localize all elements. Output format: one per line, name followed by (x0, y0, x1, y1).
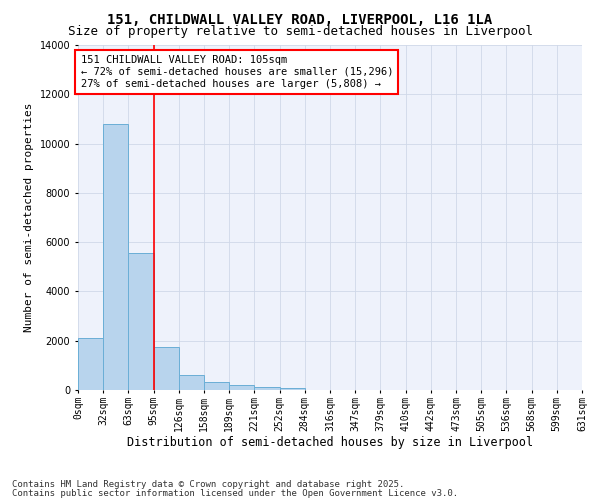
Bar (254, 387, 280, 390)
Bar (204, 382, 229, 390)
Bar (78, 338, 103, 390)
Bar (229, 386, 254, 390)
Bar (154, 347, 179, 390)
Bar (128, 253, 154, 390)
Bar (179, 374, 204, 390)
Text: Size of property relative to semi-detached houses in Liverpool: Size of property relative to semi-detach… (67, 25, 533, 38)
Text: Contains public sector information licensed under the Open Government Licence v3: Contains public sector information licen… (12, 488, 458, 498)
Bar (280, 388, 305, 390)
Bar (103, 124, 128, 390)
X-axis label: Distribution of semi-detached houses by size in Liverpool: Distribution of semi-detached houses by … (127, 436, 533, 450)
Text: 151, CHILDWALL VALLEY ROAD, LIVERPOOL, L16 1LA: 151, CHILDWALL VALLEY ROAD, LIVERPOOL, L… (107, 12, 493, 26)
Text: 151 CHILDWALL VALLEY ROAD: 105sqm
← 72% of semi-detached houses are smaller (15,: 151 CHILDWALL VALLEY ROAD: 105sqm ← 72% … (80, 56, 393, 88)
Y-axis label: Number of semi-detached properties: Number of semi-detached properties (24, 103, 34, 332)
Text: Contains HM Land Registry data © Crown copyright and database right 2025.: Contains HM Land Registry data © Crown c… (12, 480, 404, 489)
